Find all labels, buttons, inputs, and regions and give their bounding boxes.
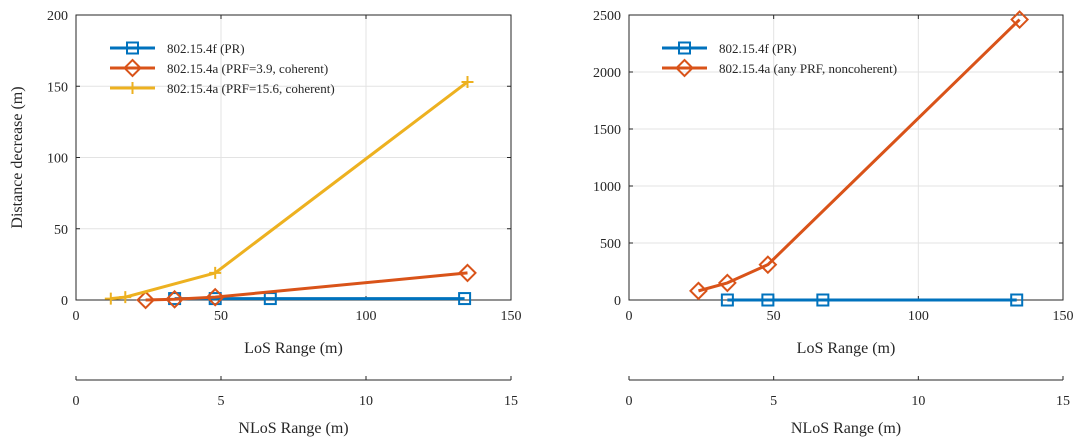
legend-label: 802.15.4f (PR) (167, 41, 245, 56)
secondary-tick-label: 15 (504, 394, 518, 409)
series-3 (104, 75, 474, 305)
x-tick-label: 50 (767, 309, 781, 324)
series-line (110, 80, 469, 301)
data-point (458, 292, 472, 306)
data-point (165, 289, 185, 309)
series-line (698, 18, 1021, 293)
legend-marker (126, 82, 139, 94)
y-tick-label: 500 (600, 237, 621, 252)
data-point (717, 273, 737, 293)
secondary-tick-label: 0 (626, 394, 633, 409)
y-axis-label: Distance decrease (m) (9, 86, 26, 228)
legend-label: 802.15.4a (PRF=3.9, coherent) (167, 61, 328, 76)
x-axis-label: LoS Range (m) (244, 340, 343, 357)
data-point (1010, 293, 1024, 307)
series-1 (720, 293, 1024, 307)
data-point (458, 263, 477, 283)
legend-marker (123, 58, 142, 78)
y-tick-label: 0 (61, 294, 68, 309)
y-tick-label: 2000 (593, 66, 621, 81)
x-tick-label: 0 (73, 309, 80, 324)
y-tick-label: 1000 (593, 180, 621, 195)
y-tick-label: 50 (54, 223, 68, 238)
secondary-tick-label: 5 (770, 394, 777, 409)
data-point (136, 290, 156, 310)
y-tick-label: 2500 (593, 9, 621, 24)
data-point (761, 293, 775, 307)
data-point (119, 291, 132, 304)
data-point (689, 281, 708, 301)
series-line (145, 271, 468, 302)
legend-marker (675, 58, 694, 78)
series-2 (689, 10, 1030, 301)
legend: 802.15.4f (PR) 802.15.4a (PRF=3.9, cohere… (110, 41, 335, 96)
data-point (816, 293, 830, 307)
x-tick-label: 100 (356, 309, 377, 324)
x-tick-label: 150 (1053, 309, 1074, 324)
secondary-tick-label: 15 (1056, 394, 1070, 409)
legend: 802.15.4f (PR) 802.15.4a (any PRF, noncoh… (662, 41, 897, 78)
secondary-axis-label: NLoS Range (m) (238, 420, 348, 437)
y-tick-label: 1500 (593, 123, 621, 138)
data-point (205, 287, 225, 307)
y-tick-label: 100 (47, 152, 68, 167)
legend-label: 802.15.4a (PRF=15.6, coherent) (167, 81, 335, 96)
secondary-tick-label: 5 (218, 394, 225, 409)
data-point (461, 75, 474, 88)
legend-marker (678, 41, 691, 55)
x-tick-label: 100 (908, 309, 929, 324)
series-2 (136, 263, 477, 310)
secondary-axis-label: NLoS Range (m) (791, 420, 901, 437)
x-tick-label: 150 (501, 309, 522, 324)
data-point (104, 292, 117, 305)
x-tick-label: 50 (214, 309, 228, 324)
legend-label: 802.15.4a (any PRF, noncoherent) (719, 61, 897, 76)
x-tick-label: 0 (626, 309, 633, 324)
legend-marker (126, 41, 139, 55)
legend-label: 802.15.4f (PR) (719, 41, 797, 56)
x-axis-label: LoS Range (m) (797, 340, 896, 357)
data-point (1010, 10, 1030, 29)
data-point (209, 266, 222, 279)
y-tick-label: 150 (47, 80, 68, 95)
y-tick-label: 0 (614, 294, 621, 309)
data-point (758, 255, 778, 275)
secondary-tick-label: 10 (359, 394, 373, 409)
secondary-tick-label: 0 (73, 394, 80, 409)
secondary-tick-label: 10 (911, 394, 925, 409)
data-point (720, 293, 734, 307)
axes-box (628, 14, 1064, 301)
y-tick-label: 200 (47, 9, 68, 24)
